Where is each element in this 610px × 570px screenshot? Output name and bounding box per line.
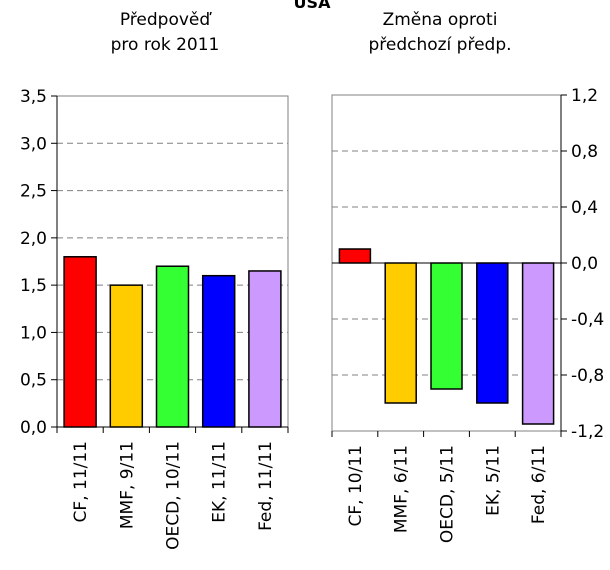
left-bar (109, 284, 144, 428)
right-category-label: OECD, 5/11 (438, 445, 458, 543)
right-bar (430, 262, 463, 390)
right-category-label: Fed, 6/11 (529, 445, 549, 524)
left-category-label: Fed, 11/11 (256, 441, 276, 531)
left-chart-title-line-1: Předpověď (120, 10, 213, 30)
right-chart-panel: Změna oproti předchozí předp. -1,2 -0,8 -0… (331, 10, 604, 543)
left-y-tick-label: 0,0 (20, 418, 47, 438)
figure-title: USA (294, 0, 332, 12)
left-category-label: CF, 11/11 (71, 441, 91, 522)
right-chart-title-line-2: předchozí předp. (368, 35, 511, 55)
right-y-tick-label: -0,4 (571, 310, 604, 330)
left-y-tick-label: 1,0 (20, 323, 47, 343)
right-chart-title-line-1: Změna oproti (383, 10, 498, 30)
right-y-tick-label: -0,8 (571, 366, 604, 386)
right-y-tick-label: 0,8 (571, 142, 598, 162)
right-y-tick-label: -1,2 (571, 422, 604, 442)
left-chart-title-line-2: pro rok 2011 (111, 35, 220, 55)
left-y-tick-label: 0,5 (20, 371, 47, 391)
left-category-label: EK, 11/11 (210, 441, 230, 523)
left-bar (155, 265, 190, 428)
right-bar (384, 262, 417, 404)
left-y-tick-label: 1,5 (20, 276, 47, 296)
left-y-tick-label: 2,0 (20, 229, 47, 249)
right-bar (338, 248, 372, 264)
right-bar (521, 262, 555, 425)
left-y-tick-label: 3,5 (20, 87, 47, 107)
left-category-label: OECD, 10/11 (164, 441, 184, 550)
right-y-tick-label: 0,4 (571, 198, 598, 218)
right-y-tick-label: 0,0 (571, 254, 598, 274)
right-category-label: CF, 10/11 (346, 445, 366, 526)
left-bar (201, 274, 236, 428)
left-y-tick-label: 3,0 (20, 134, 47, 154)
right-y-tick-label: 1,2 (571, 86, 598, 106)
right-bar (476, 262, 509, 404)
left-y-tick-label: 2,5 (20, 182, 47, 202)
left-bar (63, 256, 97, 428)
right-category-label: MMF, 6/11 (392, 445, 412, 533)
left-chart-panel: Předpověď pro rok 2011 0,0 0,5 1,0 1,5 2,0 2,… (20, 10, 289, 550)
right-category-label: EK, 5/11 (483, 445, 503, 516)
left-category-label: MMF, 9/11 (117, 441, 137, 529)
left-bar (248, 270, 282, 428)
